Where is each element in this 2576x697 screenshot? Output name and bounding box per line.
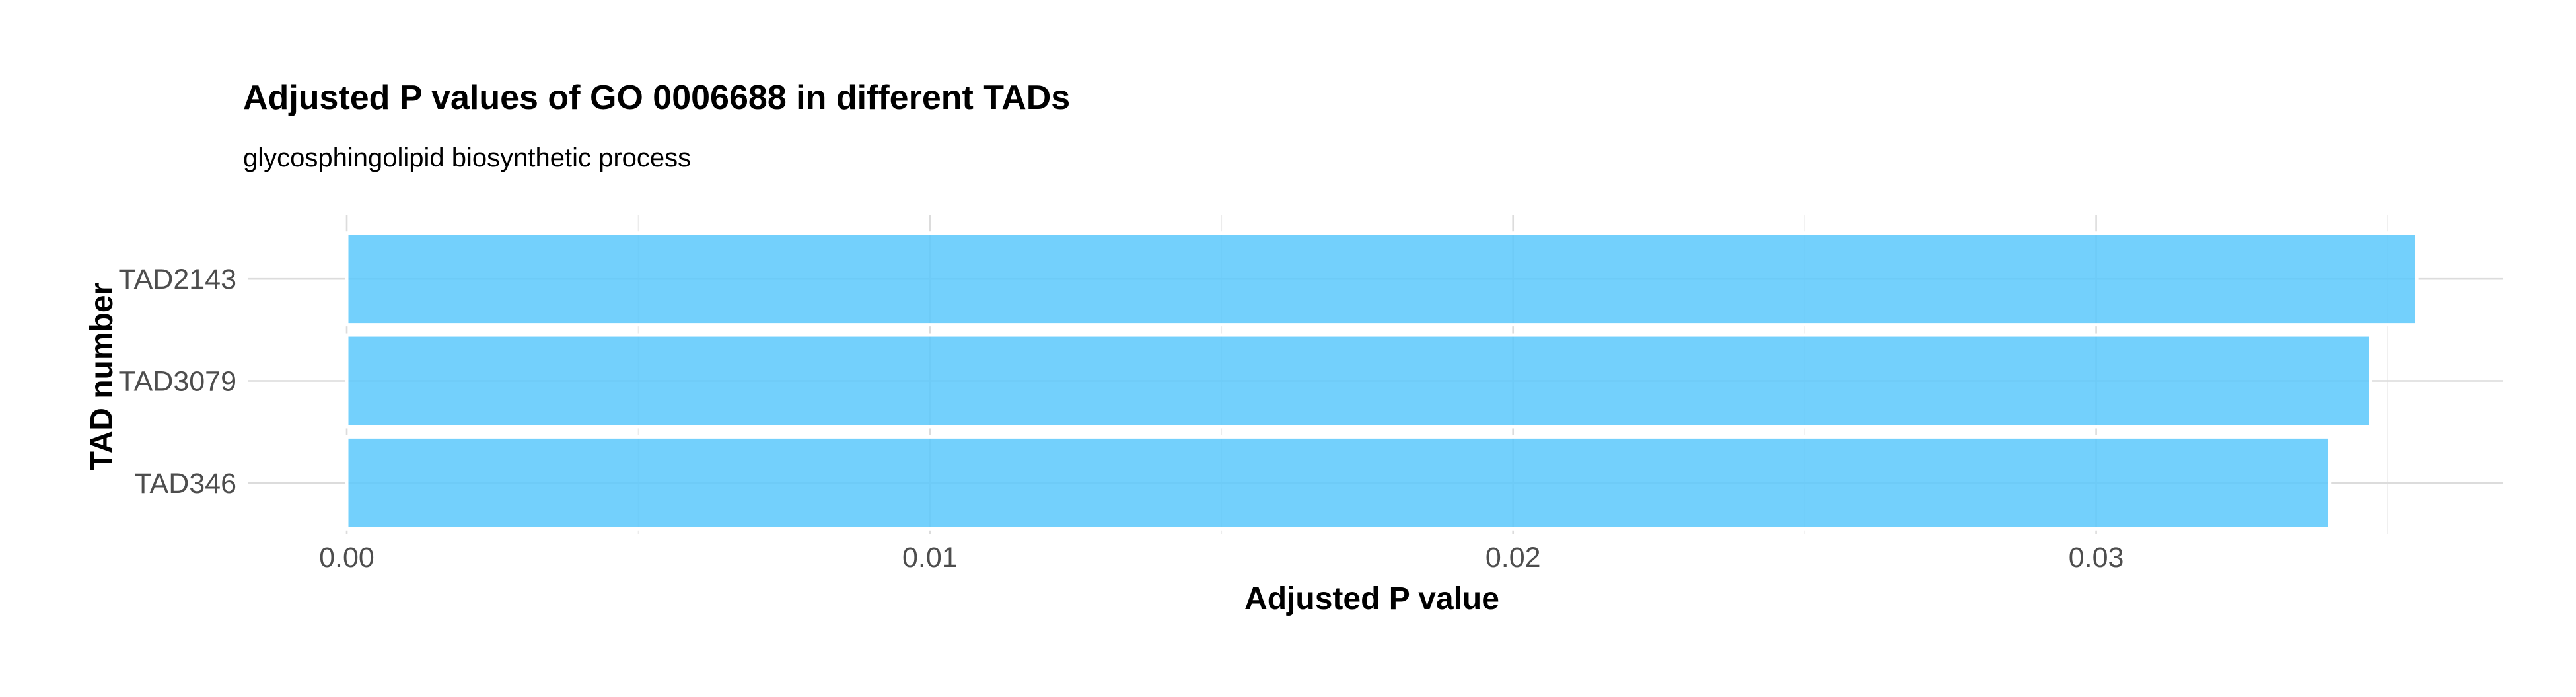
tick-labels: 0.00 0.01 0.02 0.03 TAD2143 TAD3079 TAD346 bbox=[119, 264, 2124, 573]
x-tick-label: 0.02 bbox=[1485, 542, 1541, 573]
y-tick-label: TAD346 bbox=[134, 468, 236, 499]
y-axis-label: TAD number bbox=[85, 283, 120, 470]
x-tick-label: 0.03 bbox=[2069, 542, 2124, 573]
y-tick-label: TAD2143 bbox=[119, 264, 236, 295]
bar-tad2143 bbox=[345, 231, 2419, 327]
y-tick-label: TAD3079 bbox=[119, 366, 236, 398]
chart-subtitle: glycosphingolipid biosynthetic process bbox=[243, 143, 691, 172]
bars bbox=[345, 231, 2419, 531]
x-axis-label: Adjusted P value bbox=[1244, 581, 1499, 616]
bar-tad3079 bbox=[345, 333, 2373, 429]
bar-tad346 bbox=[345, 435, 2332, 531]
chart-title: Adjusted P values of GO 0006688 in diffe… bbox=[243, 79, 1070, 117]
x-tick-label: 0.01 bbox=[902, 542, 958, 573]
x-tick-label: 0.00 bbox=[319, 542, 375, 573]
